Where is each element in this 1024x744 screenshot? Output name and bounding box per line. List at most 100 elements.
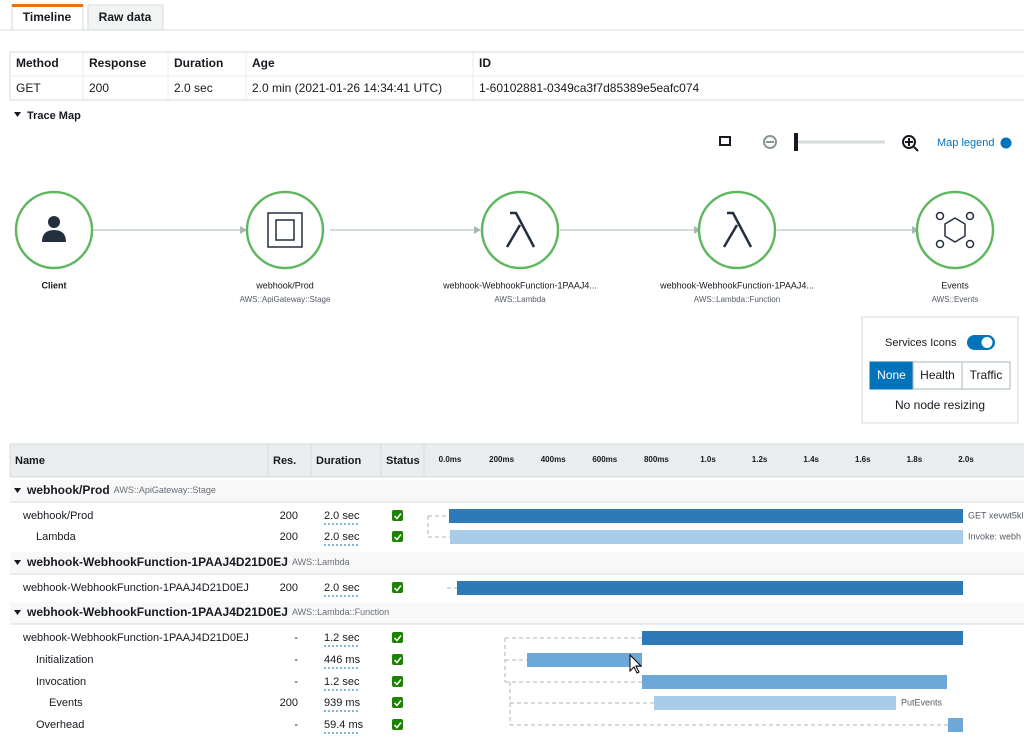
group-type: AWS::ApiGateway::Stage — [114, 485, 216, 495]
tab-label[interactable]: Timeline — [23, 10, 72, 24]
group-title: webhook-WebhookFunction-1PAAJ4D21D0EJ AWS… — [26, 555, 350, 569]
time-tick: 400ms — [541, 455, 566, 464]
events-icon — [935, 239, 945, 249]
api-icon — [275, 219, 295, 241]
status-ok — [392, 719, 403, 730]
status-check — [393, 513, 402, 520]
events-icon — [935, 211, 945, 221]
zoom-handle[interactable] — [794, 133, 798, 151]
status-check — [393, 722, 402, 729]
timeline-bar[interactable] — [450, 530, 963, 544]
summary-value: 200 — [89, 81, 109, 95]
client-icon — [42, 230, 66, 242]
service-node[interactable] — [480, 190, 560, 270]
fullscreen-icon[interactable] — [719, 136, 731, 146]
status-ok — [392, 510, 403, 521]
row-duration[interactable]: 1.2 sec — [324, 632, 360, 644]
summary-value: 2.0 sec — [174, 81, 213, 95]
service-node[interactable] — [915, 190, 995, 270]
group-title: webhook-WebhookFunction-1PAAJ4D21D0EJ AWS… — [26, 605, 389, 619]
tab-label[interactable]: Raw data — [99, 10, 152, 24]
summary-value: 2.0 min (2021-01-26 14:34:41 UTC) — [252, 81, 442, 95]
option-button[interactable] — [961, 361, 1011, 390]
timeline-bar[interactable] — [527, 653, 642, 667]
row-duration[interactable]: 939 ms — [324, 697, 361, 709]
arrow-head — [912, 226, 919, 234]
summary-header: Age — [252, 56, 275, 70]
row-duration[interactable]: 2.0 sec — [324, 531, 360, 543]
group-type: AWS::Lambda — [292, 557, 350, 567]
client-icon — [48, 216, 60, 228]
status-check — [393, 657, 402, 664]
timeline-bar[interactable] — [449, 509, 963, 523]
toggle-label: Services Icons — [885, 337, 957, 349]
row-name: Lambda — [36, 531, 77, 543]
service-node[interactable] — [697, 190, 777, 270]
mouse-cursor — [629, 653, 643, 674]
column-header: Duration — [316, 455, 362, 467]
zoom-out[interactable] — [763, 135, 777, 149]
timeline-bar[interactable] — [642, 631, 963, 645]
timeline-bar[interactable] — [948, 718, 963, 732]
legend-note: No node resizing — [895, 398, 985, 412]
zoom-in[interactable] — [902, 135, 916, 149]
option-button[interactable] — [912, 361, 963, 390]
api-icon — [267, 212, 303, 248]
lambda-icon — [722, 211, 753, 248]
service-node[interactable] — [245, 190, 325, 270]
row-duration[interactable]: 59.4 ms — [324, 719, 364, 731]
option-label[interactable]: None — [877, 368, 906, 382]
time-tick: 1.0s — [700, 455, 716, 464]
timeline-bar[interactable] — [654, 696, 896, 710]
group-name: webhook/Prod — [26, 483, 110, 497]
status-check — [393, 679, 402, 686]
row-name: Overhead — [36, 719, 84, 731]
row-duration[interactable]: 2.0 sec — [324, 582, 360, 594]
bar-label: Invoke: webh — [968, 531, 1021, 541]
row-response: 200 — [280, 510, 298, 522]
row-name: webhook-WebhookFunction-1PAAJ4D21D0EJ — [22, 632, 249, 644]
option-button[interactable] — [869, 361, 914, 390]
row-duration[interactable]: 1.2 sec — [324, 676, 360, 688]
tab[interactable] — [11, 4, 84, 31]
row-name: Events — [49, 697, 83, 709]
time-tick: 1.6s — [855, 455, 871, 464]
info-icon — [1000, 137, 1012, 149]
row-name: webhook/Prod — [22, 510, 93, 522]
collapse-icon[interactable] — [14, 610, 21, 615]
group-header — [10, 602, 1024, 624]
section-title[interactable]: Trace Map — [27, 110, 81, 122]
option-label[interactable]: Traffic — [970, 368, 1003, 382]
timeline-header — [9, 443, 1024, 478]
row-duration[interactable]: 446 ms — [324, 654, 361, 666]
row-duration[interactable]: 2.0 sec — [324, 510, 360, 522]
column-header: Res. — [273, 455, 296, 467]
node-type: AWS::Lambda::Function — [694, 295, 780, 304]
map-legend-link[interactable]: Map legend — [937, 137, 995, 149]
events-icon — [944, 217, 966, 243]
status-ok — [392, 531, 403, 542]
timeline-bar[interactable] — [457, 581, 963, 595]
column-header: Name — [15, 455, 45, 467]
row-response: 200 — [280, 531, 298, 543]
group-name: webhook-WebhookFunction-1PAAJ4D21D0EJ — [26, 555, 288, 569]
tab-indicator — [12, 4, 83, 7]
row-response: - — [294, 676, 298, 688]
arrow-head — [474, 226, 481, 234]
events-icon — [965, 239, 975, 249]
node-label: webhook-WebhookFunction-1PAAJ4... — [659, 280, 814, 290]
tab[interactable] — [87, 4, 164, 31]
collapse-icon[interactable] — [14, 488, 21, 493]
collapse-icon[interactable] — [14, 112, 21, 117]
status-ok — [392, 697, 403, 708]
time-tick: 600ms — [592, 455, 617, 464]
status-check — [393, 534, 402, 541]
collapse-icon[interactable] — [14, 560, 21, 565]
row-name: Initialization — [36, 654, 93, 666]
row-response: 200 — [280, 697, 298, 709]
time-tick: 2.0s — [958, 455, 974, 464]
timeline-bar[interactable] — [642, 675, 947, 689]
row-name: Invocation — [36, 676, 86, 688]
option-label[interactable]: Health — [920, 368, 955, 382]
